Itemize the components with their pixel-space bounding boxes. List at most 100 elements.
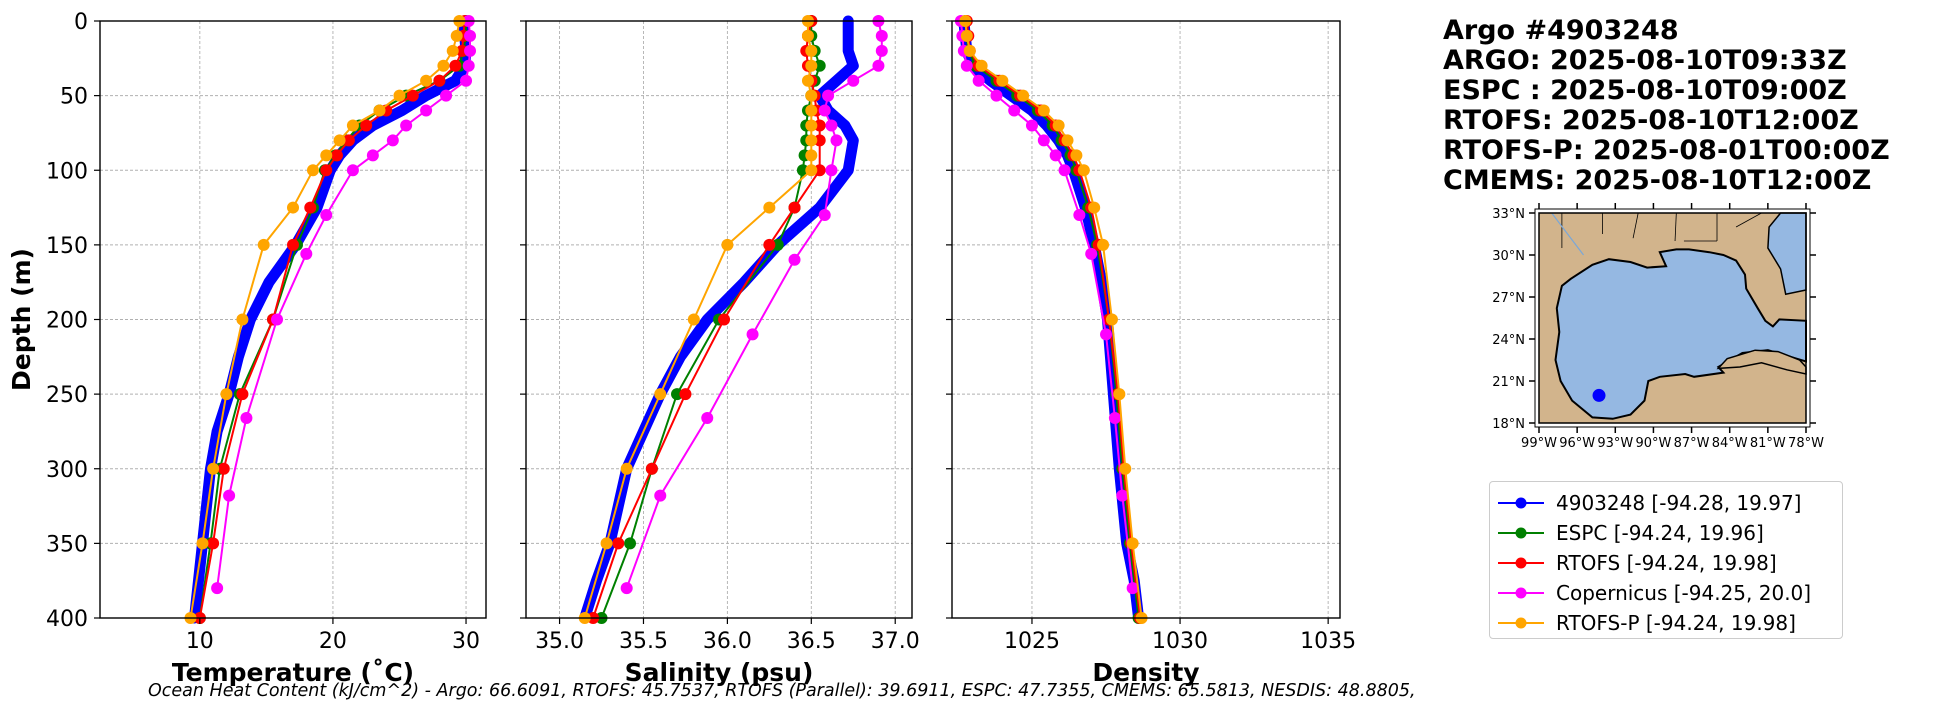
- point-copernicus: [1126, 582, 1139, 595]
- point-copernicus: [825, 164, 838, 177]
- point-copernicus: [320, 209, 333, 222]
- point-espc: [813, 59, 826, 72]
- point-copernicus: [960, 59, 973, 72]
- map-lon-label: 99°W: [1521, 436, 1557, 451]
- point-copernicus: [300, 247, 313, 260]
- map-outer-frame: [1534, 208, 1811, 428]
- point-copernicus: [875, 29, 888, 42]
- map-lon-label: 78°W: [1788, 436, 1824, 451]
- point-copernicus: [875, 44, 888, 57]
- point-rtofs: [813, 134, 826, 147]
- x-tick-label: 20: [319, 629, 347, 654]
- x-tick-label: 36.5: [787, 629, 836, 654]
- point-rtofs_p: [1105, 313, 1118, 326]
- series-group-salinity: [578, 15, 888, 624]
- point-rtofs_p: [975, 59, 988, 72]
- point-rtofs_p: [1126, 537, 1139, 550]
- point-rtofs_p: [196, 537, 209, 550]
- legend-item-rtofs: RTOFS [-94.24, 19.98]: [1490, 548, 1842, 578]
- legend-swatch-argo: [1498, 497, 1544, 509]
- legend-label-rtofs-p: RTOFS-P [-94.24, 19.98]: [1556, 611, 1796, 635]
- map-lon-label: 87°W: [1674, 436, 1710, 451]
- point-rtofs: [788, 201, 801, 214]
- point-rtofs: [217, 462, 230, 475]
- point-rtofs_p: [1017, 89, 1030, 102]
- point-rtofs_p: [805, 89, 818, 102]
- point-copernicus: [1073, 209, 1086, 222]
- profile-info: Argo #4903248 ARGO: 2025-08-10T09:33Z ES…: [1443, 16, 1890, 196]
- point-copernicus: [990, 89, 1003, 102]
- state-border: [1735, 212, 1762, 228]
- argo-float-marker: [1592, 388, 1606, 402]
- x-tick-label: 37.0: [871, 629, 920, 654]
- point-rtofs_p: [721, 238, 734, 251]
- legend-swatch-espc: [1498, 527, 1544, 539]
- point-copernicus: [1049, 149, 1062, 162]
- point-rtofs: [763, 238, 776, 251]
- point-copernicus: [830, 134, 843, 147]
- map-lon-label: 81°W: [1750, 436, 1786, 451]
- map-lon-label: 96°W: [1559, 436, 1595, 451]
- point-rtofs_p: [1061, 134, 1074, 147]
- state-border: [1632, 212, 1639, 239]
- x-tick-label: 1030: [1152, 629, 1208, 654]
- point-copernicus: [346, 164, 359, 177]
- legend-label-copernicus: Copernicus [-94.25, 20.0]: [1556, 581, 1812, 605]
- legend-swatch-rtofs-p: [1498, 617, 1544, 629]
- point-copernicus: [822, 89, 835, 102]
- point-copernicus: [788, 253, 801, 266]
- y-tick-label: 50: [60, 85, 88, 110]
- point-rtofs_p: [805, 149, 818, 162]
- point-rtofs_p: [1097, 238, 1110, 251]
- point-rtofs_p: [963, 44, 976, 57]
- point-copernicus: [271, 313, 284, 326]
- ocean-heat-content-note: Ocean Heat Content (kJ/cm^2) - Argo: 66.…: [148, 681, 1416, 701]
- point-copernicus: [1058, 164, 1071, 177]
- point-copernicus: [1037, 134, 1050, 147]
- point-copernicus: [1108, 412, 1121, 425]
- point-rtofs_p: [306, 164, 319, 177]
- map-lon-label: 84°W: [1712, 436, 1748, 451]
- point-copernicus: [1008, 104, 1021, 117]
- x-tick-label: 35.5: [619, 629, 668, 654]
- point-rtofs_p: [446, 44, 459, 57]
- point-espc: [796, 164, 809, 177]
- legend-label-espc: ESPC [-94.24, 19.96]: [1556, 521, 1764, 545]
- y-tick-label: 400: [46, 607, 88, 632]
- point-copernicus: [1025, 119, 1038, 132]
- point-rtofs_p: [333, 134, 346, 147]
- point-rtofs: [342, 134, 355, 147]
- x-tick-label: 35.0: [535, 629, 584, 654]
- map-lat-label: 21°N: [1492, 375, 1525, 390]
- point-copernicus: [847, 74, 860, 87]
- plot-area-density: [952, 21, 1340, 618]
- point-rtofs: [330, 149, 343, 162]
- point-copernicus: [460, 74, 473, 87]
- point-copernicus: [620, 582, 633, 595]
- point-copernicus: [872, 59, 885, 72]
- point-rtofs: [320, 164, 333, 177]
- point-rtofs: [360, 119, 373, 132]
- legend-item-rtofs-p: RTOFS-P [-94.24, 19.98]: [1490, 608, 1842, 638]
- x-tick-label: 1025: [1004, 629, 1060, 654]
- point-copernicus: [701, 412, 714, 425]
- point-copernicus: [440, 89, 453, 102]
- point-rtofs_p: [420, 74, 433, 87]
- point-rtofs_p: [1113, 388, 1126, 401]
- y-tick-label: 100: [46, 159, 88, 184]
- map-lon-label: 90°W: [1635, 436, 1671, 451]
- point-rtofs_p: [287, 201, 299, 214]
- point-rtofs_p: [1070, 149, 1083, 162]
- point-rtofs_p: [805, 119, 818, 132]
- y-tick-label: 350: [46, 532, 88, 557]
- point-rtofs_p: [346, 119, 359, 132]
- point-rtofs: [612, 537, 625, 550]
- argo-id-title: Argo #4903248: [1443, 15, 1679, 46]
- point-copernicus: [1100, 328, 1113, 341]
- point-rtofs: [813, 119, 826, 132]
- point-rtofs_p: [437, 59, 450, 72]
- point-rtofs_p: [805, 164, 818, 177]
- point-copernicus: [972, 74, 985, 87]
- point-copernicus: [462, 59, 475, 72]
